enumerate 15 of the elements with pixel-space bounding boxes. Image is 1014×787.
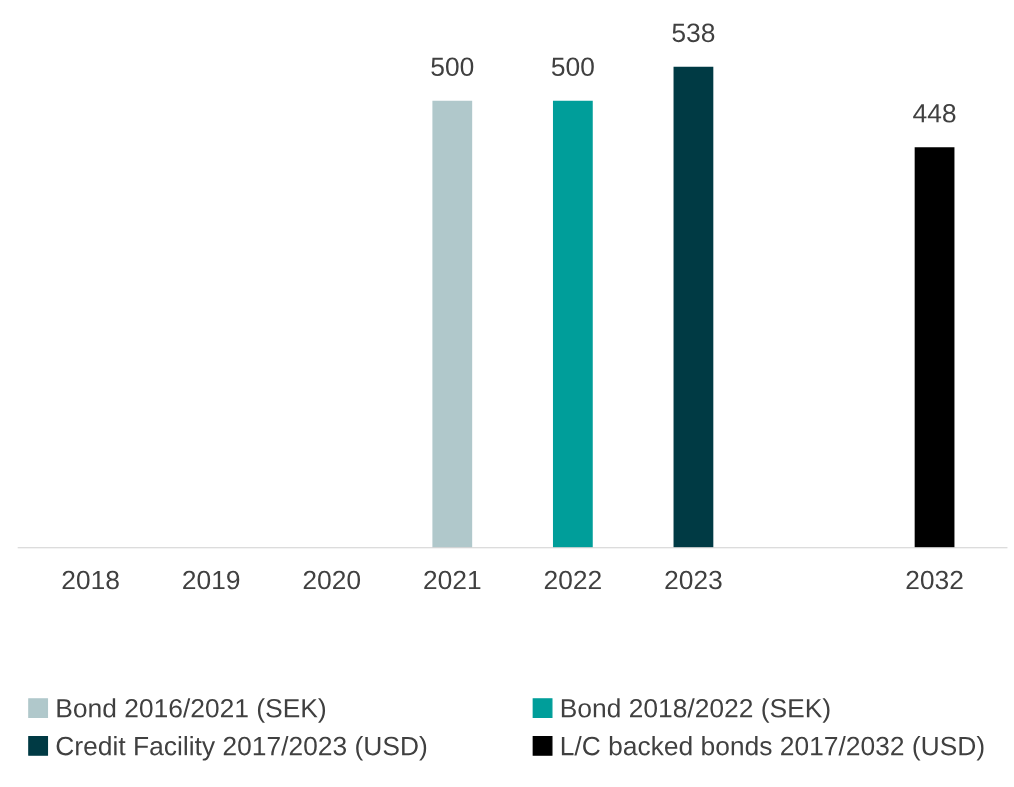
legend-label: Credit Facility 2017/2023 (USD) (56, 736, 427, 761)
legend-label: Bond 2018/2022 (SEK) (561, 698, 830, 723)
data-label: 538 (672, 23, 715, 43)
legend-label: Bond 2016/2021 (SEK) (57, 698, 326, 723)
x-tick-label: 2021 (424, 570, 481, 590)
x-tick-label: 2023 (665, 570, 722, 590)
x-tick-label: 2018 (62, 570, 119, 590)
legend-label: L/C backed bonds 2017/2032 (USD) (561, 736, 984, 761)
x-tick-label: 2019 (183, 570, 240, 590)
data-label: 448 (913, 103, 956, 123)
data-label: 500 (551, 57, 594, 77)
data-label: 500 (431, 57, 474, 77)
x-tick-label: 2022 (544, 570, 601, 590)
x-tick-label: 2020 (303, 570, 361, 590)
x-tick-label: 2032 (906, 570, 963, 590)
